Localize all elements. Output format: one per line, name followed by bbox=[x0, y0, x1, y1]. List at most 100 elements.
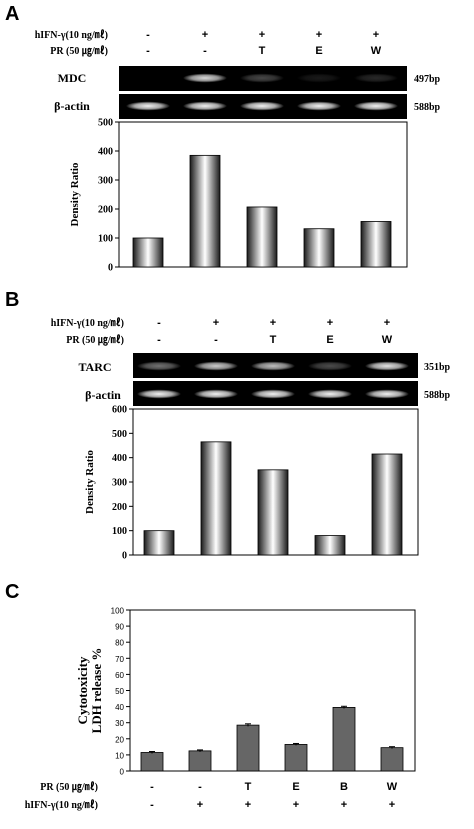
panel-a-row-label-pr: PR (50 ㎍/㎖) bbox=[50, 45, 108, 57]
panel-c-cytotoxicity-chart: 0 10 20 30 40 50 60 70 80 90 100 CytotoxicityLDH re… bbox=[75, 607, 416, 777]
panel-b-pr-symbol-1: - bbox=[157, 334, 161, 346]
panel-b-actin-band-3 bbox=[251, 389, 295, 399]
panel-letter-a: A bbox=[5, 3, 19, 25]
y-tick-label: 300 bbox=[112, 478, 127, 489]
y-tick-label: 60 bbox=[115, 671, 124, 680]
y-tick-label: 30 bbox=[115, 719, 124, 728]
panel-a-ifn-symbol-4: + bbox=[316, 29, 322, 41]
y-axis-label: CytotoxicityLDH release % bbox=[75, 648, 104, 734]
panel-b-ifn-symbol-4: + bbox=[327, 317, 333, 329]
bar-5 bbox=[371, 453, 403, 556]
panel-b-pr-symbol-5: W bbox=[382, 334, 393, 346]
panel-b-actin-band-2 bbox=[194, 389, 238, 399]
panel-b-gel-tarc-bands bbox=[137, 361, 409, 371]
panel-a-density-chart: 0 100 200 300 400 500 Density Ratio bbox=[69, 118, 408, 274]
panel-a-gel-size-mdc: 497bp bbox=[414, 74, 441, 85]
panel-b-ifn-symbol-1: - bbox=[157, 317, 161, 329]
panel-c-ifn-symbol-3: + bbox=[245, 799, 251, 811]
panel-a-mdc-band-2 bbox=[183, 73, 227, 83]
panel-b-pr-symbol-4: E bbox=[326, 334, 333, 346]
y-tick-label: 70 bbox=[115, 655, 124, 664]
panel-b-gel-label-tarc: TARC bbox=[78, 360, 111, 374]
y-tick-label: 600 bbox=[112, 405, 127, 416]
panel-b-actin-band-1 bbox=[137, 389, 181, 399]
panel-b-row-label-ifn: hIFN-γ(10 ng/㎖) bbox=[51, 317, 124, 329]
bar-3 bbox=[257, 469, 289, 556]
panel-b-gel-size-tarc: 351bp bbox=[424, 362, 451, 373]
panel-a-actin-band-5 bbox=[354, 101, 398, 111]
panel-c-row-label-ifn: hIFN-γ(10 ng/㎖) bbox=[25, 799, 98, 811]
panel-a-mdc-band-5 bbox=[354, 73, 398, 83]
panel-b-ifn-symbol-3: + bbox=[270, 317, 276, 329]
panel-a-treatment-row-ifn: - + + + + bbox=[146, 29, 379, 41]
y-tick-label: 400 bbox=[112, 453, 127, 464]
panel-letter-c: C bbox=[5, 581, 19, 603]
y-tick-label: 0 bbox=[120, 768, 125, 777]
y-tick-label: 50 bbox=[115, 687, 124, 696]
panel-a-ifn-symbol-1: - bbox=[146, 29, 150, 41]
panel-b-tarc-band-1 bbox=[137, 361, 181, 371]
panel-b-pr-symbol-2: - bbox=[214, 334, 218, 346]
panel-b-ifn-symbol-5: + bbox=[384, 317, 390, 329]
y-tick-label: 200 bbox=[112, 502, 127, 513]
panel-a-mdc-band-4 bbox=[297, 73, 341, 83]
panel-c-pr-symbol-1: - bbox=[150, 781, 154, 793]
y-tick-label: 40 bbox=[115, 703, 124, 712]
panel-b-tarc-band-4 bbox=[308, 361, 352, 371]
panel-b-gel-actin-bands bbox=[137, 389, 409, 399]
y-axis-label: Density Ratio bbox=[84, 450, 96, 514]
y-axis-label: Density Ratio bbox=[69, 162, 81, 226]
y-tick-label: 20 bbox=[115, 735, 124, 744]
y-tick-label: 100 bbox=[98, 234, 113, 245]
panel-a-actin-band-1 bbox=[126, 101, 170, 111]
bar-1 bbox=[143, 530, 175, 556]
bar-4 bbox=[314, 535, 346, 556]
panel-a-pr-symbol-2: - bbox=[203, 45, 207, 57]
panel-b-tarc-band-3 bbox=[251, 361, 295, 371]
y-tick-label: 80 bbox=[115, 639, 124, 648]
panel-a-actin-band-3 bbox=[240, 101, 284, 111]
bar-2 bbox=[200, 441, 232, 556]
panel-b-gel-label-actin: β-actin bbox=[85, 388, 121, 402]
panel-c-ifn-symbol-5: + bbox=[341, 799, 347, 811]
panel-a-pr-symbol-1: - bbox=[146, 45, 150, 57]
panel-a-mdc-band-3 bbox=[240, 73, 284, 83]
panel-a-actin-band-2 bbox=[183, 101, 227, 111]
panel-b-treatment-row-ifn: - + + + + bbox=[157, 317, 390, 329]
panel-a-row-label-ifn: hIFN-γ(10 ng/㎖) bbox=[35, 29, 108, 41]
y-tick-label: 0 bbox=[108, 263, 113, 274]
panel-a-gel-actin-bands bbox=[126, 101, 398, 111]
y-tick-label: 400 bbox=[98, 147, 113, 158]
panel-b-actin-band-5 bbox=[365, 389, 409, 399]
bar-5 bbox=[360, 221, 392, 268]
panel-c-ifn-symbol-2: + bbox=[197, 799, 203, 811]
bar-3 bbox=[246, 206, 278, 268]
bar-2 bbox=[189, 154, 221, 268]
panel-c-pr-symbol-6: W bbox=[387, 781, 398, 793]
panel-b-density-chart: 0 100 200 300 400 500 600 Density Ratio bbox=[84, 405, 419, 562]
y-tick-label: 300 bbox=[98, 176, 113, 187]
y-tick-label: 100 bbox=[111, 607, 125, 616]
panel-a-pr-symbol-4: E bbox=[315, 45, 322, 57]
panel-c-row-label-pr: PR (50 ㎍/㎖) bbox=[40, 781, 98, 793]
panel-a-gel-size-actin: 588bp bbox=[414, 102, 441, 113]
panel-a-pr-symbol-3: T bbox=[259, 45, 266, 57]
panel-b-pr-symbol-3: T bbox=[270, 334, 277, 346]
panel-b-tarc-band-2 bbox=[194, 361, 238, 371]
panel-a-gel-mdc-bands bbox=[183, 73, 398, 83]
panel-c-ifn-symbol-4: + bbox=[293, 799, 299, 811]
y-tick-label: 200 bbox=[98, 205, 113, 216]
panel-c-pr-symbol-5: B bbox=[340, 781, 348, 793]
panel-c-pr-symbol-4: E bbox=[292, 781, 299, 793]
panel-c-pr-symbol-2: - bbox=[198, 781, 202, 793]
panel-a-actin-band-4 bbox=[297, 101, 341, 111]
bar-1 bbox=[140, 752, 164, 772]
panel-b-gel-size-actin: 588bp bbox=[424, 390, 451, 401]
panel-b-actin-band-4 bbox=[308, 389, 352, 399]
panel-letter-b: B bbox=[5, 289, 19, 311]
plot-frame bbox=[129, 609, 416, 772]
